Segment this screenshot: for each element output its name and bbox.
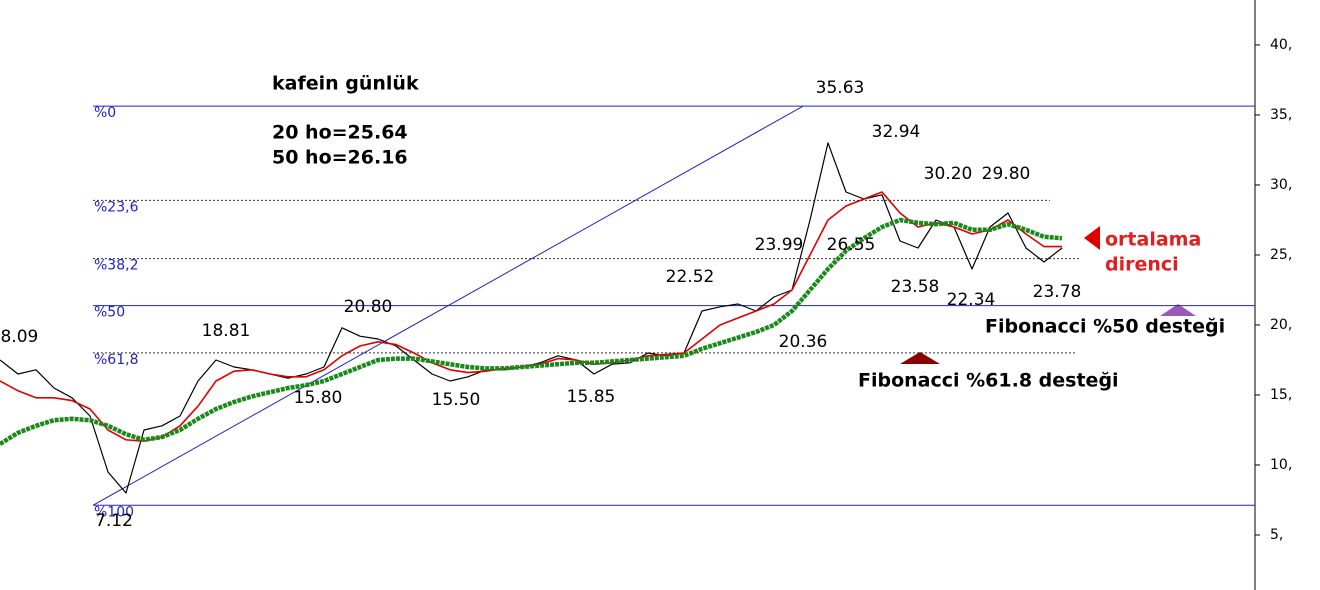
chart-title: kafein günlük (272, 73, 419, 95)
y-tick-label: 30, (1270, 177, 1292, 193)
callout: ortalama (1105, 229, 1201, 251)
price-label: 15.80 (294, 388, 343, 408)
price-label: 15.85 (567, 387, 616, 407)
series-line (0, 217, 1063, 446)
price-label: 26.55 (827, 235, 876, 255)
y-tick-label: 35, (1270, 107, 1292, 123)
price-label: 23.78 (1033, 282, 1082, 302)
fib-label: %38,2 (94, 258, 138, 274)
resistance-arrow (1084, 226, 1100, 250)
fib-label: %23,6 (94, 199, 139, 215)
y-tick-label: 10, (1270, 457, 1292, 473)
support-arrow (1160, 304, 1196, 316)
trend-line (92, 105, 804, 506)
fib-label: %0 (94, 105, 116, 121)
y-tick-label: 5, (1270, 527, 1283, 543)
note: 20 ho=25.64 (272, 122, 408, 144)
y-tick-label: 40, (1270, 37, 1292, 53)
price-label: 23.99 (755, 235, 804, 255)
price-label: 23.58 (891, 277, 940, 297)
y-tick-label: 15, (1270, 387, 1292, 403)
price-label: 20.36 (779, 332, 828, 352)
price-label: 7.12 (95, 511, 133, 531)
fib-label: %100 (94, 504, 134, 520)
price-label: 22.34 (947, 290, 996, 310)
callout: Fibonacci %50 desteği (985, 316, 1225, 338)
series-line (0, 191, 1062, 443)
price-label: 18.81 (202, 321, 251, 341)
price-label: 32.94 (872, 122, 921, 142)
price-label: 35.63 (816, 78, 865, 98)
callout: direnci (1105, 254, 1179, 276)
price-label: 18.09 (0, 327, 38, 347)
callout: Fibonacci %61.8 desteği (858, 370, 1119, 392)
y-tick-label: 25, (1270, 247, 1292, 263)
price-label: 29.80 (982, 164, 1031, 184)
fib-label: %61,8 (94, 352, 138, 368)
price-label: 20.80 (344, 297, 393, 317)
price-label: 15.50 (432, 390, 481, 410)
fib-label: %50 (94, 305, 125, 321)
y-tick-label: 20, (1270, 317, 1292, 333)
price-label: 22.52 (666, 267, 715, 287)
note: 50 ho=26.16 (272, 147, 408, 169)
series-line (0, 142, 1063, 494)
support-arrow (900, 352, 940, 364)
price-label: 30.20 (924, 164, 973, 184)
